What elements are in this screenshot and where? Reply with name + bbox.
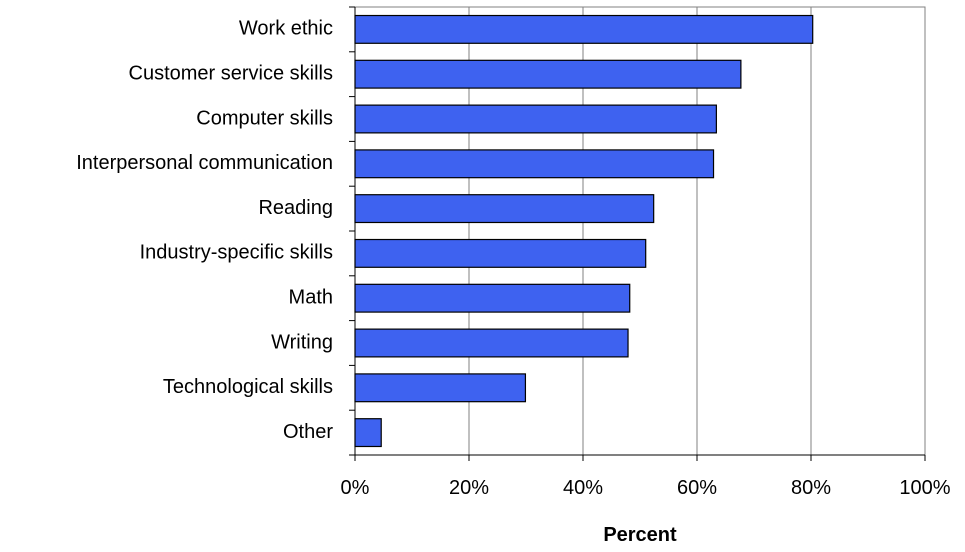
x-tick-label: 20%	[449, 477, 489, 499]
category-label: Writing	[271, 331, 333, 353]
x-tick-label: 60%	[677, 477, 717, 499]
category-label: Technological skills	[163, 376, 333, 398]
category-label: Math	[289, 286, 333, 308]
x-tick-label: 100%	[899, 477, 950, 499]
category-label: Other	[283, 421, 333, 443]
x-tick-label: 40%	[563, 477, 603, 499]
x-tick-label: 0%	[341, 477, 370, 499]
bar	[354, 14, 814, 44]
bar	[354, 149, 715, 179]
bar	[354, 328, 629, 358]
bar	[354, 104, 717, 134]
category-label: Computer skills	[196, 107, 333, 129]
category-label: Interpersonal communication	[76, 152, 333, 174]
bars	[354, 14, 814, 448]
category-label: Customer service skills	[129, 62, 333, 84]
x-axis-title: Percent	[603, 524, 677, 546]
bar	[354, 418, 382, 448]
x-tick-label: 80%	[791, 477, 831, 499]
bar	[354, 59, 742, 89]
x-tick-labels: 0% 20% 40% 60% 80% 100%	[341, 477, 951, 499]
bar	[354, 194, 655, 224]
bar	[354, 238, 647, 268]
category-label: Reading	[258, 197, 333, 219]
category-labels: Work ethic Customer service skills Compute…	[76, 18, 333, 443]
bar	[354, 373, 527, 403]
category-label: Work ethic	[239, 18, 333, 40]
axes	[349, 6, 926, 461]
bar	[354, 283, 631, 313]
category-label: Industry-specific skills	[140, 242, 333, 264]
